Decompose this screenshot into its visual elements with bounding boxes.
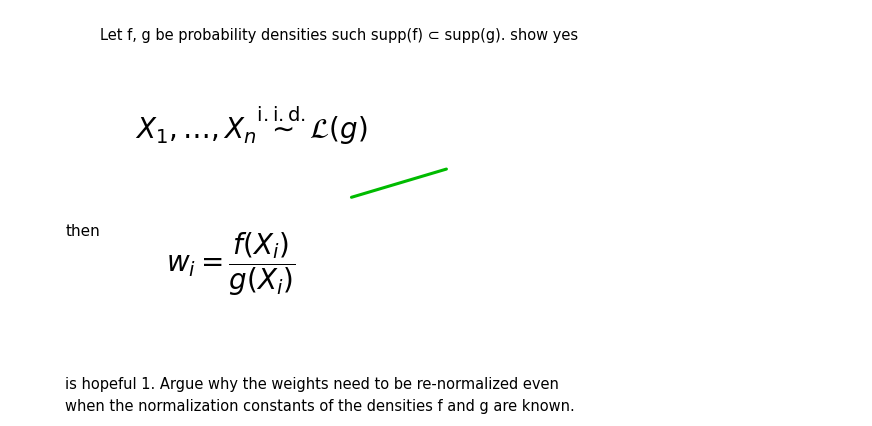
Text: $w_i = \dfrac{f(X_i)}{g(X_i)}$: $w_i = \dfrac{f(X_i)}{g(X_i)}$	[166, 230, 295, 298]
Text: Let f, g be probability densities such supp(f) ⊂ supp(g). show yes: Let f, g be probability densities such s…	[100, 28, 578, 43]
Text: then: then	[65, 224, 100, 239]
Text: is hopeful 1. Argue why the weights need to be re-normalized even
when the norma: is hopeful 1. Argue why the weights need…	[65, 377, 576, 414]
Text: $X_1, \ldots, X_n \overset{\mathrm{i.i.d.}}{\sim} \mathcal{L}(g)$: $X_1, \ldots, X_n \overset{\mathrm{i.i.d…	[135, 104, 368, 147]
